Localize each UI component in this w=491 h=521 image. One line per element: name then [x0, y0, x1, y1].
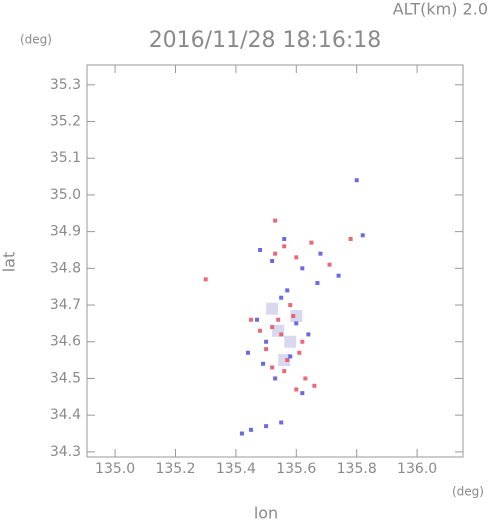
- y-tick-label: 35.2: [50, 114, 81, 130]
- y-tick-label: 34.6: [50, 334, 81, 350]
- y-tick-label: 34.3: [50, 444, 81, 460]
- y-tick-label: 35.3: [50, 77, 81, 93]
- y-tick-label: 35.0: [50, 187, 81, 203]
- data-point: [273, 376, 278, 381]
- data-point: [273, 218, 278, 223]
- data-point: [245, 350, 250, 355]
- data-point: [348, 236, 353, 241]
- data-point: [285, 358, 290, 363]
- data-point: [360, 233, 365, 238]
- data-point: [282, 244, 287, 249]
- data-point: [239, 431, 244, 436]
- plot-frame: [86, 64, 464, 458]
- data-point: [264, 339, 269, 344]
- data-point: [300, 266, 305, 271]
- data-point: [294, 255, 299, 260]
- data-point: [279, 332, 284, 337]
- data-point: [294, 387, 299, 392]
- data-point: [300, 339, 305, 344]
- y-axis-label: lat: [0, 252, 19, 273]
- y-tick-label: 34.5: [50, 370, 81, 386]
- data-point: [315, 281, 320, 286]
- y-tick-label: 34.9: [50, 224, 81, 240]
- data-point: [270, 325, 275, 330]
- data-point: [303, 376, 308, 381]
- altitude-label: ALT(km) 2.0: [393, 0, 488, 19]
- y-tick-label: 34.8: [50, 260, 81, 276]
- data-point: [318, 251, 323, 256]
- data-point: [255, 317, 260, 322]
- data-point: [279, 420, 284, 425]
- data-point: [306, 332, 311, 337]
- data-point: [261, 361, 266, 366]
- data-point: [300, 391, 305, 396]
- data-point: [248, 427, 253, 432]
- data-point: [203, 277, 208, 282]
- data-point: [297, 350, 302, 355]
- y-tick-label: 34.7: [50, 297, 81, 313]
- data-point: [278, 354, 291, 367]
- x-tick-label: 135.6: [276, 461, 316, 477]
- data-point: [279, 295, 284, 300]
- data-point: [258, 247, 263, 252]
- x-axis-label: lon: [254, 504, 278, 521]
- data-point: [282, 369, 287, 374]
- data-point: [288, 354, 293, 359]
- x-tick-label: 136.0: [397, 461, 437, 477]
- data-point: [288, 303, 293, 308]
- chart-title: 2016/11/28 18:16:18: [149, 28, 382, 53]
- x-unit: (deg): [452, 485, 484, 499]
- data-point: [285, 288, 290, 293]
- data-point: [354, 178, 359, 183]
- data-point: [273, 251, 278, 256]
- x-tick-label: 135.0: [95, 461, 135, 477]
- data-point: [309, 240, 314, 245]
- data-point: [290, 310, 303, 323]
- y-unit: (deg): [20, 33, 52, 47]
- data-point: [258, 328, 263, 333]
- data-point: [264, 424, 269, 429]
- data-point: [312, 383, 317, 388]
- x-tick-label: 135.8: [337, 461, 377, 477]
- data-point: [284, 335, 297, 348]
- x-tick-label: 135.2: [155, 461, 195, 477]
- data-point: [248, 317, 253, 322]
- data-point: [282, 236, 287, 241]
- data-point: [294, 321, 299, 326]
- data-point: [270, 365, 275, 370]
- data-point: [276, 317, 281, 322]
- data-point: [264, 347, 269, 352]
- y-tick-label: 34.4: [50, 407, 81, 423]
- data-point: [270, 259, 275, 263]
- data-point: [291, 314, 296, 319]
- x-tick-label: 135.4: [216, 461, 256, 477]
- data-point: [327, 262, 332, 267]
- data-point: [336, 273, 341, 278]
- data-point: [266, 302, 279, 315]
- y-tick-label: 35.1: [50, 150, 81, 166]
